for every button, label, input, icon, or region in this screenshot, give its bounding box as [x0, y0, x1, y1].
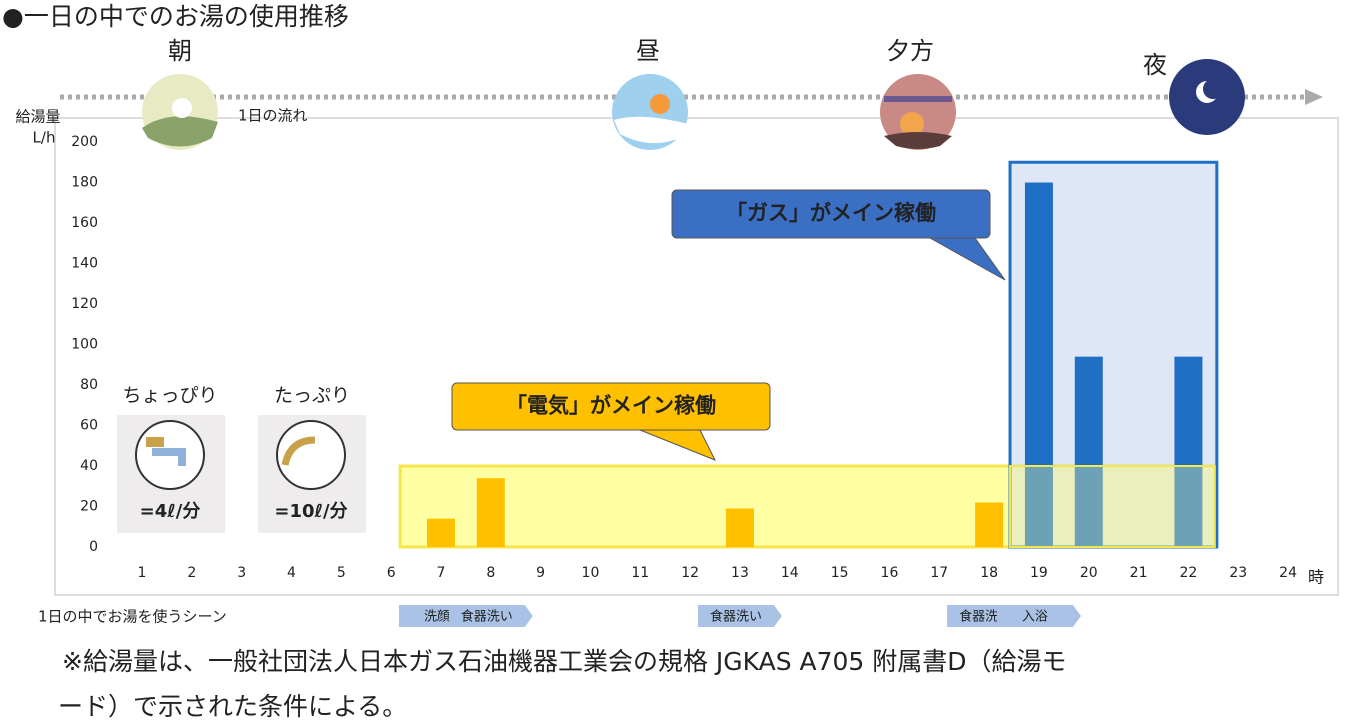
x-tick-label: 20	[1080, 565, 1098, 581]
callout	[451, 382, 771, 431]
x-tick-label: 14	[781, 565, 799, 581]
shower-icon	[276, 420, 346, 490]
shower-head	[281, 436, 316, 466]
y-tick-label: 0	[89, 539, 98, 555]
bar	[725, 508, 754, 547]
callout-label: 「電気」がメイン稼働	[506, 394, 716, 418]
x-tick-label: 13	[731, 565, 749, 581]
faucet	[146, 437, 164, 447]
night-moon-shadow	[1203, 79, 1223, 99]
flow-icons: ちょっぴり たっぷり =4ℓ/分 =10ℓ/分	[117, 385, 366, 533]
bar	[1174, 356, 1203, 547]
scene-tag	[996, 605, 1081, 627]
y-tick-label: 40	[80, 458, 98, 474]
flow-rate: =4ℓ/分	[140, 501, 201, 522]
bar	[426, 518, 455, 547]
x-tick-label: 7	[437, 565, 446, 581]
x-tick-label: 21	[1130, 565, 1148, 581]
bar	[975, 502, 1004, 547]
time-label: 朝	[168, 37, 192, 65]
footnote: ード）で示された条件による。	[58, 692, 407, 721]
chart-title: ●一日の中でのお湯の使用推移	[2, 2, 349, 31]
x-tick-label: 15	[831, 565, 849, 581]
x-tick-label: 11	[631, 565, 649, 581]
x-tick-label: 16	[881, 565, 899, 581]
x-tick-label: 18	[980, 565, 998, 581]
x-tick-label: 10	[582, 565, 600, 581]
evening-icon	[880, 74, 956, 150]
morning-hill	[142, 116, 218, 147]
x-tick-label: 5	[337, 565, 346, 581]
bar	[1024, 182, 1053, 547]
bar	[476, 478, 505, 547]
scene-label: 食器洗い	[461, 609, 513, 625]
x-tick-label: 1	[138, 565, 147, 581]
evening-cloud	[884, 96, 952, 102]
region-overlay	[1009, 465, 1216, 548]
y-tick-label: 60	[80, 418, 98, 434]
timeline-label: 1日の流れ	[238, 107, 308, 125]
scene-label: 洗顔	[424, 610, 450, 625]
x-tick-label: 22	[1180, 565, 1198, 581]
noon-cloud	[614, 116, 688, 144]
callout-label: 「ガス」がメイン稼働	[726, 201, 936, 225]
y-tick-label: 180	[71, 175, 98, 191]
y-tick-label: 80	[80, 377, 98, 393]
y-tick-label: 200	[71, 134, 98, 150]
y-tick-label: 160	[71, 215, 98, 231]
scene-tag	[448, 605, 533, 627]
scene-label: 入浴	[1022, 610, 1048, 625]
time-icons	[142, 59, 1245, 150]
x-tick-label: 6	[387, 565, 396, 581]
x-tick-label: 12	[681, 565, 699, 581]
x-tick-label: 9	[536, 565, 545, 581]
x-tick-label: 4	[287, 565, 296, 581]
y-label: L/h	[33, 129, 56, 147]
flow-rate: =10ℓ/分	[274, 501, 347, 522]
time-label: 夕方	[886, 37, 934, 65]
faucet-pipe	[152, 448, 186, 466]
callout	[671, 189, 991, 239]
x-tick-label: 8	[486, 565, 495, 581]
x-unit: 時	[1308, 568, 1324, 587]
evening-land	[884, 132, 952, 149]
timeline-arrow	[1305, 89, 1323, 105]
y-tick-label: 100	[71, 337, 98, 353]
y-tick-label: 120	[71, 296, 98, 312]
flow-label: ちょっぴり	[122, 385, 217, 407]
bar	[1074, 356, 1103, 547]
x-tick-label: 19	[1030, 565, 1048, 581]
y-label: 給湯量	[15, 108, 60, 126]
scene-label: 食器洗い	[710, 609, 762, 625]
morning-sun	[172, 98, 192, 118]
footnote: ※給湯量は、一般社団法人日本ガス石油機器工業会の規格 JGKAS A705 附属…	[62, 647, 1067, 676]
evening-sun	[900, 112, 924, 136]
flow-label: たっぷり	[274, 385, 350, 407]
x-tick-label: 3	[237, 565, 246, 581]
y-tick-label: 140	[71, 256, 98, 272]
scene-title: 1日の中でお湯を使うシーン	[38, 608, 227, 626]
time-label: 夜	[1143, 51, 1167, 79]
time-label: 昼	[636, 37, 660, 65]
x-tick-label: 24	[1279, 565, 1297, 581]
x-tick-label: 17	[930, 565, 948, 581]
x-tick-label: 2	[187, 565, 196, 581]
noon-sun	[650, 94, 670, 114]
scene-tag	[697, 605, 782, 627]
x-tick-label: 23	[1229, 565, 1247, 581]
y-tick-label: 20	[80, 499, 98, 515]
